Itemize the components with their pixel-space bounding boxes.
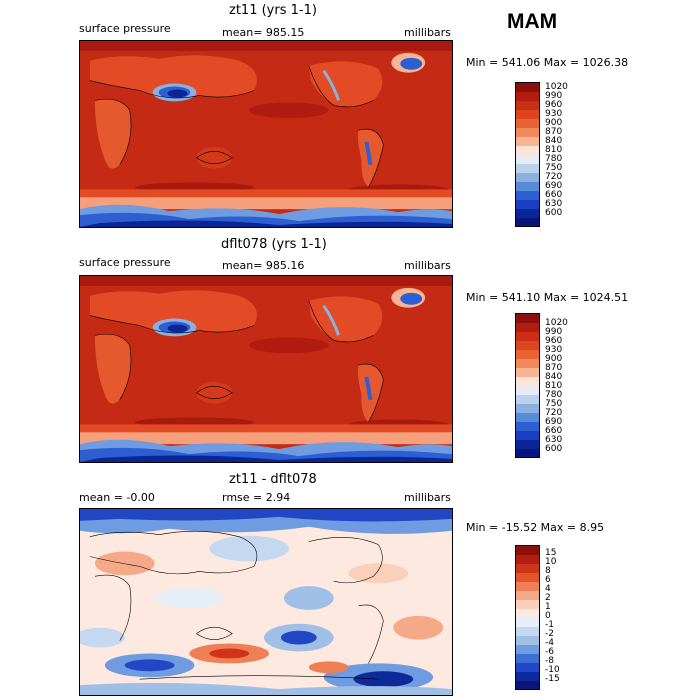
colorbar-tick-label: 630 [545, 435, 563, 445]
panel3-map [79, 508, 453, 696]
colorbar-tick-label: 660 [545, 426, 563, 436]
colorbar-tick-label: 930 [545, 109, 563, 119]
colorbar-tick-label: -15 [545, 674, 560, 684]
colorbar-tick-label: 840 [545, 372, 563, 382]
colorbar-tick-label: 780 [545, 154, 563, 164]
colorbar-tick-label: 960 [545, 336, 563, 346]
colorbar-tick-label: 8 [545, 566, 551, 576]
colorbar-tick-label: 780 [545, 390, 563, 400]
panel1-map [79, 40, 453, 228]
colorbar-tick-label: 1 [545, 602, 551, 612]
colorbar-tick-label: 990 [545, 91, 563, 101]
colorbar-tick-label: 720 [545, 172, 563, 182]
colorbar-tick-label: 690 [545, 181, 563, 191]
colorbar-tick-label: 750 [545, 399, 563, 409]
colorbar-tick-label: 630 [545, 199, 563, 209]
colorbar-tick-label: 900 [545, 354, 563, 364]
panel3-colorbar [515, 545, 540, 690]
panel2-minmax-label: Min = 541.10 Max = 1024.51 [466, 291, 629, 304]
colorbar-tick-label: 6 [545, 575, 551, 585]
colorbar-tick-label: 2 [545, 593, 551, 603]
panel2-colorbar [515, 313, 540, 458]
colorbar-tick-label: 990 [545, 327, 563, 337]
colorbar-tick-label: 870 [545, 363, 563, 373]
colorbar-tick-label: -2 [545, 629, 554, 639]
colorbar-tick-label: 810 [545, 381, 563, 391]
colorbar-tick-label: 840 [545, 136, 563, 146]
panel1-mean-label: mean= 985.15 [222, 26, 305, 39]
panel3-units-label: millibars [404, 491, 451, 504]
colorbar-tick-label: 4 [545, 584, 551, 594]
colorbar-tick-label: -1 [545, 620, 554, 630]
panel1-variable-label: surface pressure [79, 22, 171, 35]
colorbar-tick-label: 690 [545, 417, 563, 427]
colorbar-tick-label: 0 [545, 611, 551, 621]
panel2-units-label: millibars [404, 259, 451, 272]
panel3-mean-label: mean = -0.00 [79, 491, 155, 504]
colorbar-tick-label: -10 [545, 665, 560, 675]
colorbar-tick-label: -8 [545, 656, 554, 666]
season-label: MAM [507, 10, 558, 33]
panel2-variable-label: surface pressure [79, 256, 171, 269]
colorbar-tick-label: -4 [545, 638, 554, 648]
colorbar-tick-label: 1020 [545, 318, 568, 328]
colorbar-tick-label: 600 [545, 208, 563, 218]
panel2-mean-label: mean= 985.16 [222, 259, 305, 272]
colorbar-tick-label: 720 [545, 408, 563, 418]
colorbar-tick-label: 930 [545, 345, 563, 355]
colorbar-tick-label: 10 [545, 557, 557, 567]
panel1-minmax-label: Min = 541.06 Max = 1026.38 [466, 56, 629, 69]
panel3-title: zt11 - dflt078 [229, 472, 317, 487]
panel1-title: zt11 (yrs 1-1) [229, 3, 317, 18]
panel3-rmse-label: rmse = 2.94 [222, 491, 291, 504]
panel1-units-label: millibars [404, 26, 451, 39]
colorbar-tick-label: 750 [545, 163, 563, 173]
colorbar-tick-label: 870 [545, 127, 563, 137]
colorbar-tick-label: 660 [545, 190, 563, 200]
panel2-map [79, 275, 453, 463]
colorbar-tick-label: 600 [545, 444, 563, 454]
colorbar-tick-label: 15 [545, 548, 557, 558]
panel2-title: dflt078 (yrs 1-1) [221, 237, 327, 252]
colorbar-tick-label: 1020 [545, 82, 568, 92]
colorbar-tick-label: 900 [545, 118, 563, 128]
panel1-colorbar [515, 82, 540, 227]
panel3-minmax-label: Min = -15.52 Max = 8.95 [466, 521, 605, 534]
colorbar-tick-label: 810 [545, 145, 563, 155]
colorbar-tick-label: -6 [545, 647, 554, 657]
colorbar-tick-label: 960 [545, 100, 563, 110]
